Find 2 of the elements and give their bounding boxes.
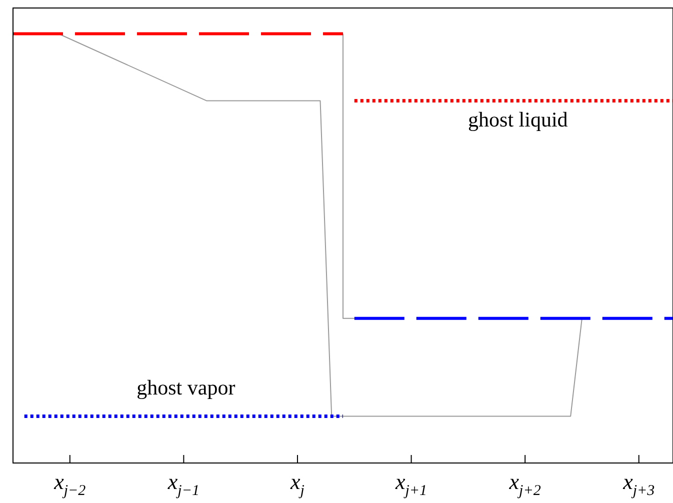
annotation: ghost vapor: [136, 375, 236, 400]
annotation: ghost liquid: [468, 107, 568, 132]
